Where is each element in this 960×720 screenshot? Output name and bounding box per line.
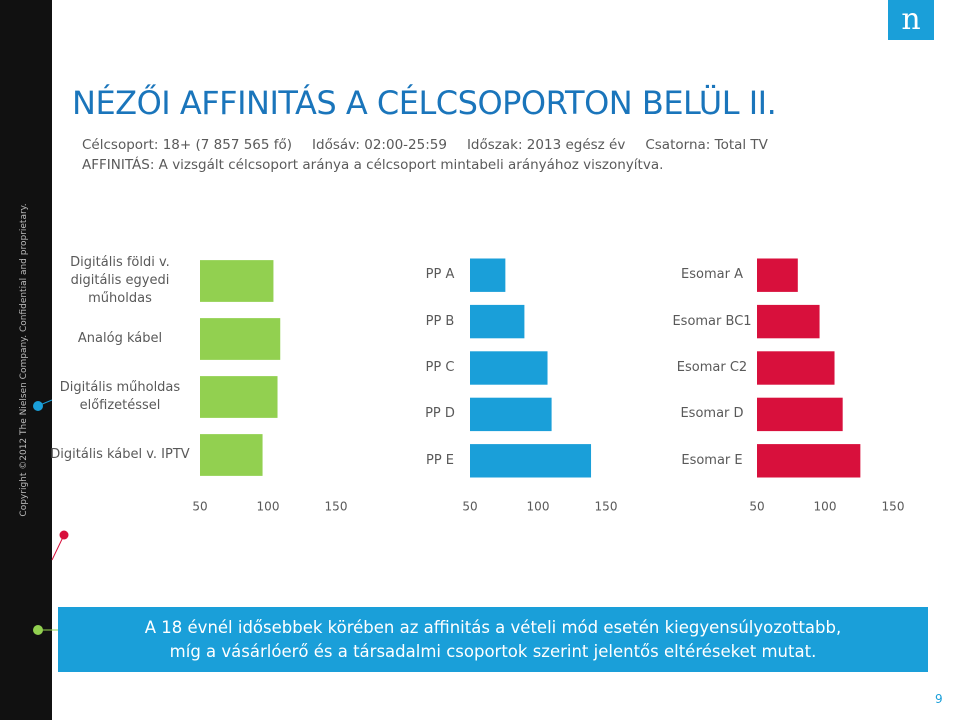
bar [757, 258, 798, 292]
footer-line: míg a vásárlóerő és a társadalmi csoport… [169, 642, 817, 661]
x-tick-label: 150 [595, 500, 618, 514]
footer-box: A 18 évnél idősebbek körében az affinitá… [58, 607, 928, 672]
x-tick-label: 100 [257, 500, 280, 514]
category-label: Esomar BC1 [672, 313, 752, 329]
bar [470, 304, 525, 339]
x-tick-label: 150 [325, 500, 348, 514]
bar [757, 397, 843, 432]
bar [470, 351, 548, 385]
category-label: PP B [425, 313, 455, 329]
x-tick-label: 150 [882, 500, 905, 514]
category-label: Esomar D [680, 406, 744, 422]
category-label: Digitális földi v. digitális egyedi műho… [70, 255, 170, 306]
bar [200, 434, 263, 476]
decor-dot [33, 625, 43, 635]
logo: n [888, 0, 934, 40]
footer-line: A 18 évnél idősebbek körében az affinitá… [144, 618, 842, 637]
bar [757, 304, 820, 339]
bar [200, 376, 278, 418]
category-label: Esomar E [681, 452, 743, 468]
bar [200, 260, 274, 302]
category-label: PP C [425, 360, 455, 375]
decor-dot [59, 530, 69, 540]
decor-line [51, 534, 65, 561]
x-tick-label: 50 [462, 500, 477, 514]
bar [757, 444, 861, 478]
x-tick-label: 50 [749, 500, 764, 514]
category-label: Analóg kábel [77, 331, 163, 346]
bar [200, 318, 281, 360]
category-label: PP E [425, 452, 455, 468]
category-label: Esomar A [681, 267, 743, 283]
category-label: PP A [425, 267, 455, 283]
info-item: Időszak: 2013 egész év [466, 137, 626, 153]
category-label: Esomar C2 [676, 360, 748, 375]
x-tick-label: 50 [192, 500, 207, 514]
definition: AFFINITÁS: A vizsgált célcsoport aránya … [82, 157, 664, 173]
decor-dot [33, 401, 43, 411]
bar [757, 351, 835, 385]
x-tick-label: 100 [814, 500, 837, 514]
slide-title: NÉZŐI AFFINITÁS A CÉLCSOPORTON BELÜL II. [72, 84, 777, 122]
info-item: Célcsoport: 18+ (7 857 565 fő) [82, 137, 293, 153]
page-number: 9 [935, 692, 943, 706]
category-label: Digitális műholdas előfizetéssel [59, 380, 181, 413]
side-strip [0, 0, 52, 720]
info-item: Csatorna: Total TV [645, 137, 768, 153]
category-label: PP D [425, 406, 455, 422]
bar [470, 444, 592, 478]
x-tick-label: 100 [527, 500, 550, 514]
bar [470, 397, 552, 432]
bar [470, 258, 506, 292]
info-line: Célcsoport: 18+ (7 857 565 fő) Idősáv: 02… [72, 137, 778, 153]
info-item: Idősáv: 02:00-25:59 [312, 137, 447, 153]
category-label: Digitális kábel v. IPTV [50, 447, 190, 462]
